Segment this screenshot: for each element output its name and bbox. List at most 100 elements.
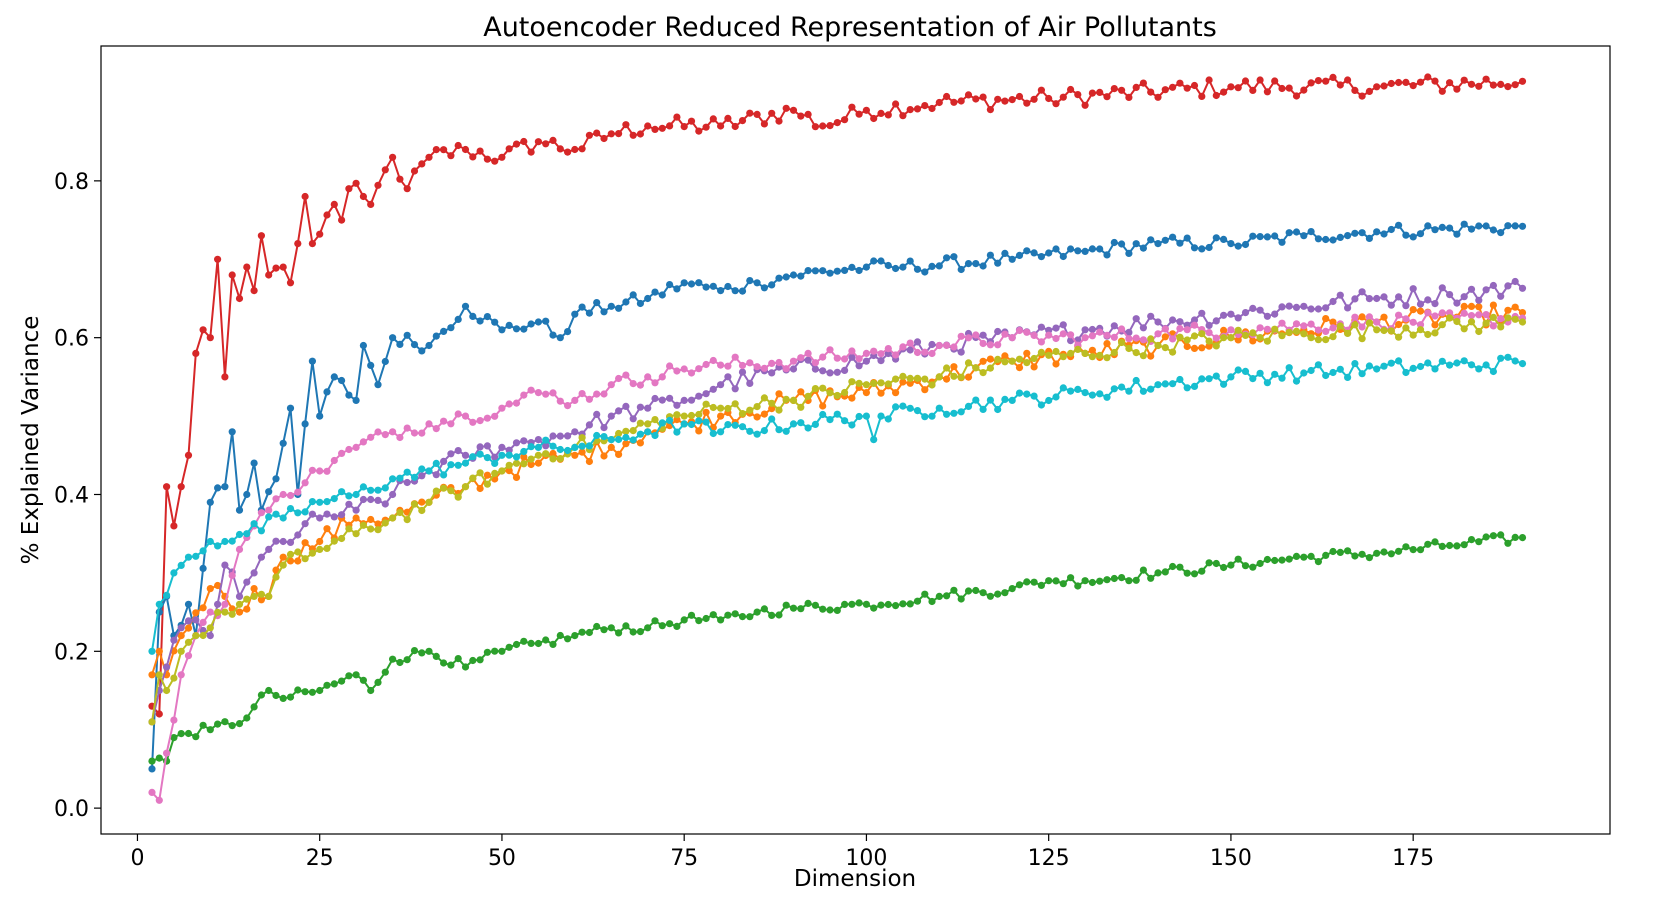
series-8-point: [469, 453, 477, 461]
series-3-point: [1271, 556, 1279, 565]
series-8-point: [913, 407, 922, 415]
series-2-point: [1438, 223, 1446, 231]
series-5-point: [170, 636, 178, 644]
series-4-point: [476, 484, 484, 493]
y-tick-label: 0.6: [54, 327, 89, 352]
series-3-point: [1249, 563, 1257, 571]
series-7-point: [425, 498, 433, 506]
series-2-point: [1110, 238, 1118, 247]
y-tick-label: 0.8: [54, 170, 89, 195]
series-2-point: [687, 280, 696, 288]
series-5-point: [1234, 314, 1242, 322]
series-6-point: [738, 361, 747, 370]
series-7-point: [964, 359, 973, 367]
series-1-point: [381, 166, 389, 174]
series-8-point: [1052, 393, 1060, 401]
series-3-point: [257, 691, 265, 699]
series-2-point: [1161, 236, 1169, 244]
series-5-point: [979, 331, 987, 339]
series-8-point: [1198, 375, 1206, 383]
series-7-point: [454, 493, 462, 501]
series-1-point: [943, 92, 951, 101]
series-8-point: [709, 429, 717, 438]
series-7-point: [1088, 353, 1096, 361]
series-5-point: [389, 490, 397, 499]
series-7-point: [804, 392, 812, 400]
series-8-point: [1169, 380, 1177, 388]
series-2-point: [1227, 240, 1235, 248]
series-1-point: [520, 137, 528, 146]
series-2-point: [717, 287, 725, 295]
series-3-point: [345, 672, 353, 680]
series-8-point: [935, 404, 943, 412]
series-6-point: [1460, 309, 1468, 317]
series-7-point: [1234, 326, 1242, 334]
series-7-point: [986, 364, 995, 372]
series-5-point: [1467, 285, 1476, 293]
series-2-point: [1380, 230, 1388, 238]
series-2-point: [367, 361, 375, 369]
series-7-point: [549, 455, 557, 463]
series-8-point: [1271, 370, 1279, 378]
series-2-point: [1409, 233, 1417, 241]
series-2-point: [1358, 229, 1366, 237]
series-3-point: [1329, 547, 1337, 556]
series-2-point: [1096, 245, 1104, 253]
series-7-point: [374, 526, 382, 534]
series-1-point: [1497, 80, 1505, 88]
series-7-point: [651, 416, 659, 424]
series-8-point: [1067, 387, 1075, 395]
series-6-point: [1351, 313, 1359, 321]
series-3-point: [1139, 566, 1147, 574]
series-2-point: [1504, 222, 1512, 230]
series-1-point: [1212, 91, 1220, 100]
series-6-point: [673, 367, 681, 375]
series-7-point: [257, 590, 265, 598]
series-3-point: [841, 600, 849, 609]
series-8-point: [323, 498, 331, 506]
series-4-point: [950, 363, 958, 371]
series-2-point: [1125, 249, 1133, 257]
series-1-point: [243, 263, 251, 271]
series-3-point: [1416, 546, 1425, 554]
series-2-point: [1015, 251, 1024, 259]
series-2-point: [760, 284, 769, 292]
series-4-point: [1030, 363, 1038, 371]
series-1-point: [184, 451, 193, 459]
series-6-point: [440, 417, 448, 425]
series-8-point: [1511, 357, 1519, 365]
series-6-point: [877, 350, 885, 358]
series-6-point: [1475, 311, 1483, 319]
series-7-point: [1190, 332, 1199, 340]
series-2-point: [338, 376, 346, 385]
series-8-point: [374, 486, 382, 494]
series-2-point: [1023, 247, 1031, 255]
series-7-point: [1015, 355, 1024, 363]
series-7-point: [1409, 331, 1417, 339]
series-8-point: [1497, 354, 1505, 362]
series-1-point: [323, 211, 331, 219]
series-4-point: [1358, 313, 1366, 321]
series-4-point: [1409, 306, 1417, 314]
series-7-point: [148, 718, 156, 726]
series-2-point: [286, 404, 295, 412]
series-7-point: [1336, 322, 1344, 330]
series-3-point: [1234, 555, 1242, 563]
series-5-point: [549, 432, 557, 440]
series-3-point: [1081, 577, 1089, 585]
series-1-point: [753, 110, 761, 118]
series-3-point: [1278, 556, 1286, 564]
series-2-point: [1001, 249, 1009, 257]
series-1-point: [666, 122, 674, 130]
series-7-point: [1023, 359, 1031, 367]
series-2-point: [1322, 235, 1330, 244]
series-2-point: [811, 267, 820, 275]
series-6-point: [1307, 320, 1315, 328]
series-2-point: [921, 268, 929, 276]
series-3-point: [731, 610, 739, 618]
series-2-point: [1205, 243, 1213, 252]
series-6-point: [1139, 336, 1147, 344]
series-6-point: [571, 396, 579, 404]
series-5-point: [352, 506, 360, 514]
series-8-point: [1074, 385, 1082, 393]
